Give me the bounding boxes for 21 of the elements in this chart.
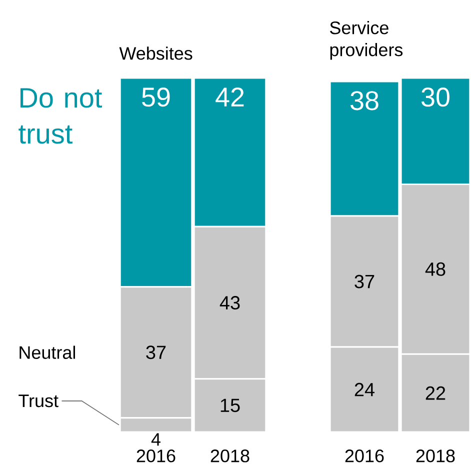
data-label: 4 [151,433,160,446]
data-label: 37 [146,346,166,360]
data-label: 15 [220,398,240,412]
text: Trust [18,394,58,408]
x-tick-label: 2016 [345,450,384,462]
data-label: 42 [216,88,244,106]
data-label: 22 [426,386,446,400]
data-label: 24 [354,382,374,396]
data-label: 38 [350,91,378,110]
chart-title: Websites [119,46,192,60]
series-label: Do not trust [18,88,102,144]
data-label: 59 [142,88,170,107]
chart-title: Service providers [330,21,403,60]
text: Neutral [20,346,76,359]
x-tick-label: 2016 [136,450,176,462]
x-tick-label: 2018 [210,450,250,462]
data-label: 48 [425,262,446,276]
data-label: 43 [220,296,240,310]
data-label: 37 [354,274,374,288]
x-tick-label: 2018 [416,450,455,462]
data-label: 30 [422,88,450,107]
